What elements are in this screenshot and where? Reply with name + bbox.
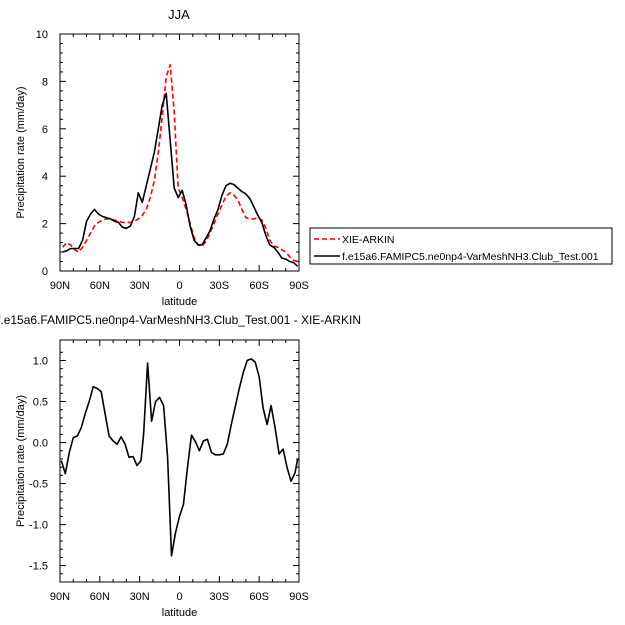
chart-0-xtick-label: 90N [50, 280, 70, 292]
chart-1-ytick-label: -1.0 [29, 520, 48, 532]
chart-0-ylabel: Precipitation rate (mm/day) [15, 86, 27, 218]
chart-0-xtick-label: 30N [130, 280, 150, 292]
chart-1-plot-frame [59, 339, 300, 583]
chart-0-series-1-line [62, 92, 299, 267]
chart-0-plot-frame [59, 33, 300, 272]
chart-1-ytick-label: -1.5 [29, 561, 48, 573]
chart-0-xtick-label: 90S [289, 280, 309, 292]
chart-1-xtick-label: 60S [249, 591, 269, 603]
chart-1-xtick-label: 60N [90, 591, 110, 603]
chart-1-xtick-label: 90S [289, 591, 309, 603]
chart-0-legend-label-1: f.e15a6.FAMIPC5.ne0np4-VarMeshNH3.Club_T… [342, 251, 599, 263]
chart-0-xtick-label: 60S [249, 280, 269, 292]
chart-1-xtick-label: 30S [210, 591, 230, 603]
chart-0-xtick-label: 0 [176, 280, 182, 292]
chart-0-ytick-label: 0 [42, 266, 48, 278]
chart-1-series-0-line [60, 358, 299, 557]
chart-1-ytick-label: -0.5 [29, 479, 48, 491]
chart-0-xlabel: latitude [162, 296, 197, 308]
chart-0-ytick-label: 6 [42, 124, 48, 136]
chart-0-xtick-label: 30S [210, 280, 230, 292]
chart-0-ytick-label: 2 [42, 219, 48, 231]
chart-0-legend-box [309, 227, 613, 265]
chart-1-xtick-label: 30N [130, 591, 150, 603]
chart-0-legend-label-0: XIE-ARKIN [342, 234, 395, 246]
chart-1-ylabel: Precipitation rate (mm/day) [15, 395, 27, 527]
chart-0-xtick-label: 60N [90, 280, 110, 292]
chart-1-xtick-label: 0 [176, 591, 182, 603]
chart-1-ytick-label: 1.0 [33, 356, 48, 368]
chart-1-ytick-label: 0.0 [33, 438, 48, 450]
chart-1-title: f.e15a6.FAMIPC5.ne0np4-VarMeshNH3.Club_T… [0, 313, 361, 327]
chart-0-title: JJA [168, 7, 190, 22]
chart-0-ytick-label: 10 [36, 29, 48, 41]
chart-1-ytick-label: 0.5 [33, 397, 48, 409]
chart-0-ytick-label: 8 [42, 76, 48, 88]
chart-0-series-0-line [62, 64, 298, 263]
chart-1-xtick-label: 90N [50, 591, 70, 603]
chart-1-xlabel: latitude [162, 607, 197, 619]
chart-0-ytick-label: 4 [42, 171, 48, 183]
